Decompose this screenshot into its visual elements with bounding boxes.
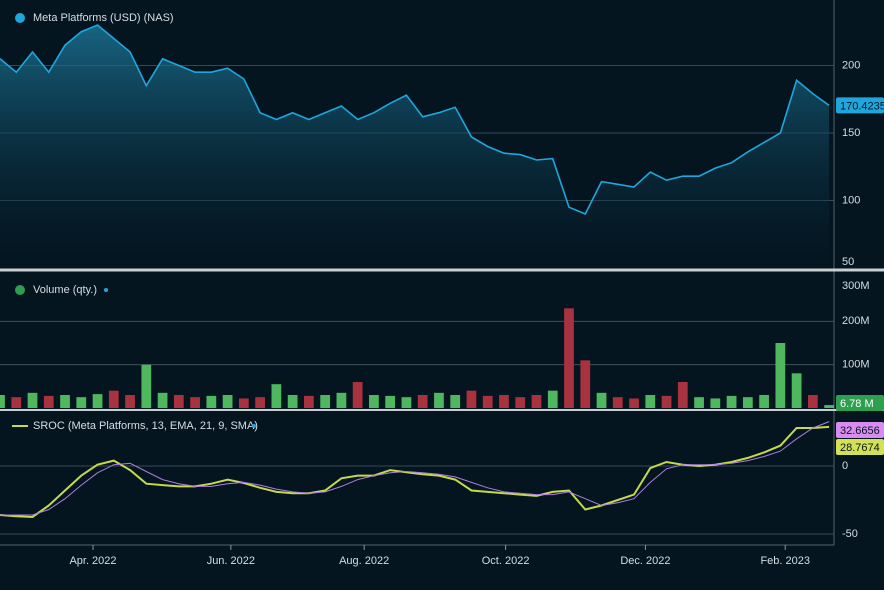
volume-bar [0, 395, 5, 408]
x-tick-label: Jun. 2022 [207, 555, 255, 567]
y-tick-label: 0 [842, 460, 848, 472]
volume-bar [564, 308, 574, 408]
volume-bar [43, 395, 54, 408]
volume-bar [157, 392, 168, 408]
legend-dot [15, 285, 25, 295]
last-sroc-tag [836, 422, 884, 438]
volume-bar [27, 392, 38, 408]
volume-bar [369, 395, 379, 408]
y-tick-label: 100 [842, 194, 860, 206]
last-volume-tag [836, 395, 884, 411]
volume-bar [824, 405, 834, 408]
price-line [0, 24, 830, 216]
volume-bar [206, 395, 217, 408]
last-price-tag [836, 97, 884, 114]
legend-label: SROC (Meta Platforms, 13, EMA, 21, 9, SM… [33, 420, 258, 432]
volume-bar [580, 360, 591, 408]
x-tick-label: Dec. 2022 [620, 555, 670, 567]
x-tick-label: Apr. 2022 [69, 555, 116, 567]
volume-bar [482, 395, 493, 408]
volume-bar [466, 390, 477, 408]
volume-bar [759, 395, 769, 408]
volume-bar [677, 382, 688, 408]
volume-bar [238, 398, 249, 408]
volume-bar [775, 343, 786, 408]
volume-bar [173, 395, 184, 408]
volume-bar [222, 395, 233, 408]
volume-bar [661, 395, 672, 408]
last-sroc-tag [836, 439, 884, 455]
x-tick-label: Aug. 2022 [339, 555, 389, 567]
sroc-line [0, 421, 830, 516]
volume-bar [531, 395, 542, 408]
volume-bar [694, 397, 704, 408]
volume-bar [612, 397, 623, 408]
volume-bar [271, 384, 282, 408]
legend-marker [104, 288, 108, 292]
y-tick-label: 150 [842, 127, 860, 139]
volume-bar [710, 398, 721, 408]
x-tick-label: Feb. 2023 [760, 555, 810, 567]
last-price-tag-label: 170.4235 [840, 100, 884, 112]
volume-bar [141, 364, 152, 408]
legend-marker [252, 424, 256, 428]
volume-bar [336, 392, 347, 408]
volume-bar [352, 382, 363, 408]
volume-bar [791, 373, 802, 408]
volume-bar [304, 395, 314, 408]
volume-bar [401, 397, 412, 408]
volume-bar [629, 398, 639, 408]
volume-bar [385, 395, 396, 408]
volume-bar [11, 397, 22, 408]
y-tick-label: 200M [842, 315, 870, 327]
volume-bar [807, 395, 818, 408]
legend-dot [15, 13, 25, 23]
volume-bar [726, 395, 737, 408]
price-area [0, 25, 830, 268]
volume-bar [76, 397, 87, 408]
volume-bar [320, 395, 331, 408]
volume-bar [417, 395, 428, 408]
y-tick-label: -50 [842, 528, 858, 540]
legend-label: Volume (qty.) [33, 284, 97, 296]
last-sroc-tag-label: 28.7674 [840, 442, 880, 454]
sroc-line [0, 425, 830, 519]
volume-bar [645, 395, 656, 408]
last-sroc-tag-label: 32.6656 [840, 425, 880, 437]
volume-bar [434, 392, 444, 408]
volume-bar [450, 395, 461, 408]
last-volume-tag-label: 6.78 M [840, 398, 874, 410]
volume-bar [190, 397, 200, 408]
volume-bar [287, 395, 298, 408]
y-tick-label: 50 [842, 256, 854, 268]
volume-bar [515, 397, 526, 408]
volume-bar [255, 397, 265, 408]
volume-bar [499, 395, 509, 408]
volume-bar [108, 390, 119, 408]
y-tick-label: 200 [842, 59, 860, 71]
legend-label: Meta Platforms (USD) (NAS) [33, 12, 174, 24]
y-tick-label: 100M [842, 359, 870, 371]
volume-bar [596, 392, 607, 408]
volume-bar [125, 395, 135, 408]
x-tick-label: Oct. 2022 [482, 555, 530, 567]
y-tick-label: 300M [842, 280, 870, 292]
volume-bar [742, 397, 753, 408]
volume-bar [547, 390, 558, 408]
volume-bar [92, 394, 103, 408]
volume-bar [60, 395, 70, 408]
